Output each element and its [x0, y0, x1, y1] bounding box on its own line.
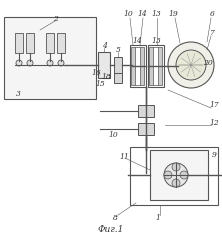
Bar	[98, 52, 110, 78]
Circle shape	[180, 171, 188, 179]
Text: 17: 17	[209, 101, 219, 109]
Circle shape	[47, 60, 53, 66]
Text: 18: 18	[101, 73, 111, 81]
Circle shape	[27, 60, 33, 66]
Circle shape	[168, 42, 214, 88]
Text: 20: 20	[203, 59, 213, 67]
Bar	[131, 47, 135, 85]
Text: 9: 9	[212, 151, 216, 159]
Text: 15: 15	[95, 80, 105, 88]
Bar	[138, 123, 154, 135]
Circle shape	[176, 50, 206, 80]
Text: 6: 6	[210, 10, 214, 18]
Bar	[26, 33, 34, 53]
Circle shape	[172, 179, 180, 187]
Bar	[130, 45, 146, 87]
Text: 3: 3	[16, 90, 20, 98]
Bar	[150, 150, 208, 200]
Bar	[138, 105, 154, 117]
Text: 2: 2	[53, 15, 57, 23]
Bar	[148, 45, 164, 87]
Bar	[130, 147, 218, 205]
Circle shape	[58, 60, 64, 66]
Bar	[114, 73, 122, 83]
Bar	[140, 47, 144, 85]
Bar	[57, 33, 65, 53]
Text: 14: 14	[137, 10, 147, 18]
Bar	[15, 33, 23, 53]
Bar	[4, 17, 96, 99]
Bar	[46, 33, 54, 53]
Bar	[158, 47, 162, 85]
Text: 13: 13	[151, 37, 161, 45]
Text: 7: 7	[210, 29, 214, 37]
Circle shape	[164, 163, 188, 187]
Text: 1: 1	[156, 214, 161, 222]
Text: 13: 13	[151, 10, 161, 18]
Text: 10: 10	[108, 131, 118, 139]
Circle shape	[16, 60, 22, 66]
Circle shape	[172, 163, 180, 171]
Bar	[149, 47, 153, 85]
Text: 11: 11	[119, 153, 129, 161]
Text: 14: 14	[132, 37, 142, 45]
Circle shape	[164, 171, 172, 179]
Bar	[114, 57, 122, 73]
Text: 16: 16	[91, 69, 101, 77]
Text: 5: 5	[116, 46, 121, 54]
Text: 8: 8	[113, 214, 117, 222]
Text: 4: 4	[101, 42, 106, 50]
Text: Фиг.1: Фиг.1	[98, 224, 124, 234]
Text: 12: 12	[209, 119, 219, 127]
Text: 19: 19	[168, 10, 178, 18]
Text: 10: 10	[123, 10, 133, 18]
